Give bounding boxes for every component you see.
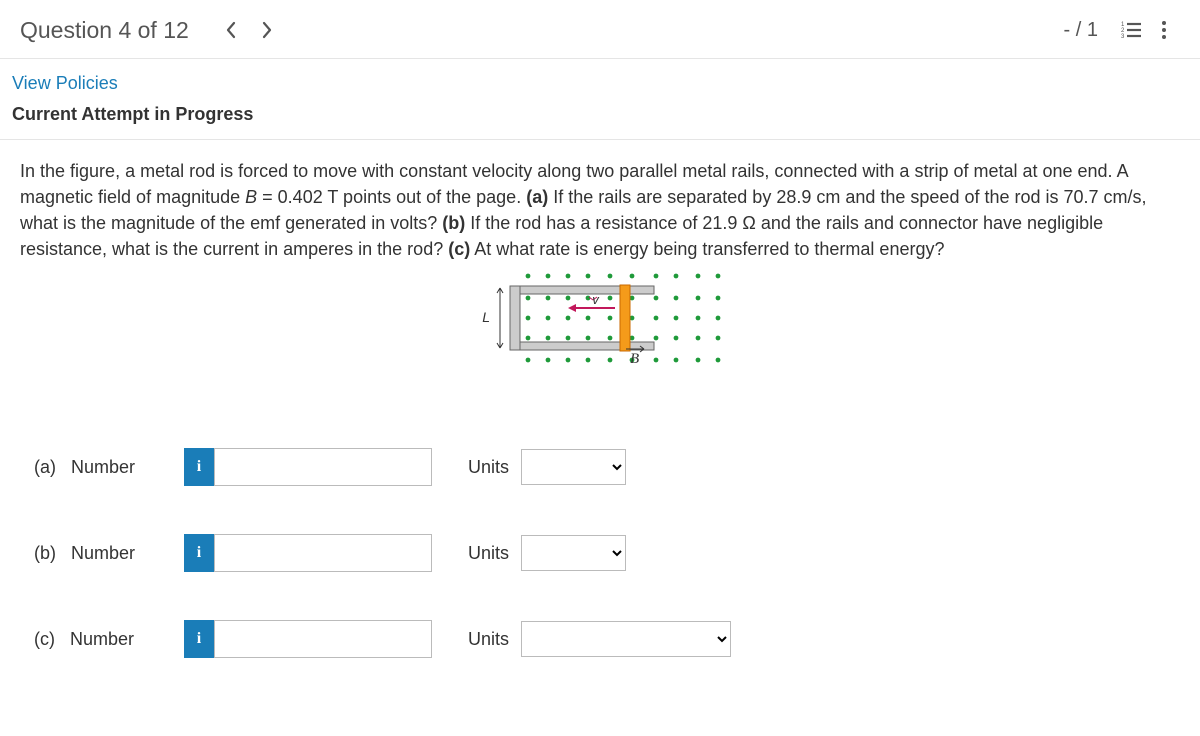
svg-text:L: L	[482, 309, 490, 325]
question-subheader: View Policies Current Attempt in Progres…	[0, 59, 1200, 139]
next-question-button[interactable]	[249, 12, 285, 48]
chevron-left-icon	[225, 21, 237, 39]
units-label: Units	[468, 457, 509, 478]
list-icon: 1 2 3	[1121, 21, 1143, 39]
more-menu-button[interactable]	[1148, 14, 1180, 46]
units-select-b[interactable]	[521, 535, 626, 571]
info-icon[interactable]: i	[184, 534, 214, 572]
units-label: Units	[468, 543, 509, 564]
question-title: Question 4 of 12	[20, 17, 189, 44]
part-label: (b) Number	[34, 543, 184, 564]
figure-container: vLB	[20, 268, 1180, 368]
chevron-right-icon	[261, 21, 273, 39]
svg-text:B: B	[630, 351, 639, 367]
answer-row-a: (a) Numberi Units	[34, 448, 1166, 486]
answers-section: (a) NumberiUnits(b) NumberiUnits(c) Numb…	[20, 448, 1180, 736]
rails-diagram: vLB	[470, 268, 730, 368]
part-label: (c) Number	[34, 629, 184, 650]
info-icon[interactable]: i	[184, 620, 214, 658]
view-policies-link[interactable]: View Policies	[12, 63, 1188, 100]
units-select-c[interactable]	[521, 621, 731, 657]
question-text: In the figure, a metal rod is forced to …	[20, 158, 1180, 262]
list-button[interactable]: 1 2 3	[1116, 14, 1148, 46]
answer-row-c: (c) Numberi Units	[34, 620, 1166, 658]
score-display: - / 1	[1064, 19, 1098, 42]
question-body: In the figure, a metal rod is forced to …	[0, 139, 1200, 736]
number-input-a[interactable]	[214, 448, 432, 486]
units-label: Units	[468, 629, 509, 650]
number-input-b[interactable]	[214, 534, 432, 572]
attempt-status: Current Attempt in Progress	[12, 100, 1188, 139]
answer-row-b: (b) Numberi Units	[34, 534, 1166, 572]
units-select-a[interactable]	[521, 449, 626, 485]
svg-text:3: 3	[1121, 34, 1125, 39]
prev-question-button[interactable]	[213, 12, 249, 48]
part-label: (a) Number	[34, 457, 184, 478]
number-input-c[interactable]	[214, 620, 432, 658]
info-icon[interactable]: i	[184, 448, 214, 486]
question-header: Question 4 of 12 - / 1 1 2 3	[0, 0, 1200, 59]
kebab-icon	[1161, 20, 1167, 40]
